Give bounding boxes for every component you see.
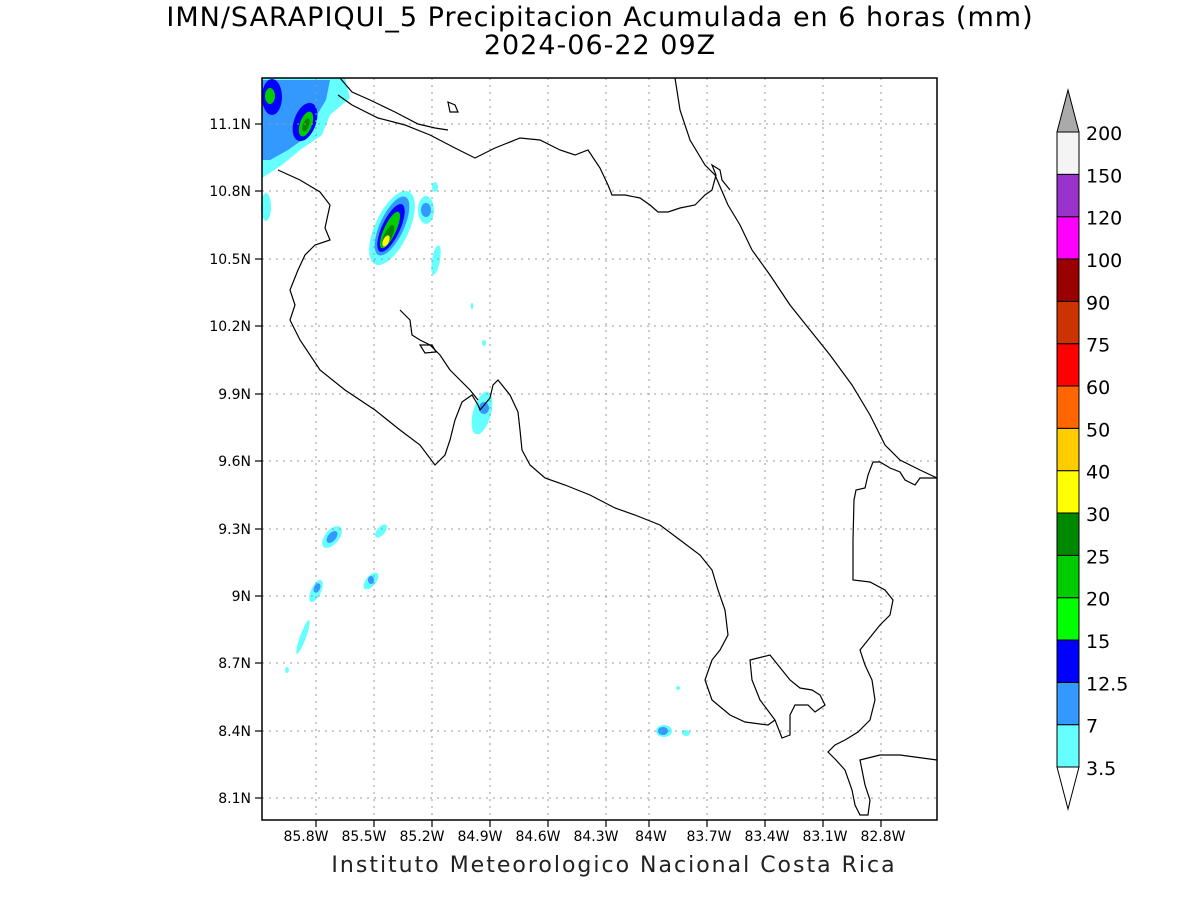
colorbar-swatch (1056, 427, 1080, 472)
colorbar-swatch (1056, 681, 1080, 726)
colorbar-label: 120 (1086, 208, 1122, 230)
lon-label: 85.2W (399, 829, 444, 845)
axis-ticks (255, 123, 882, 827)
lon-label: 83.7W (686, 829, 731, 845)
colorbar-swatch (1056, 597, 1080, 641)
colorbar-under-arrow (1056, 766, 1080, 811)
colorbar-swatch (1056, 470, 1080, 514)
colorbar-swatch (1056, 639, 1080, 683)
lat-label: 10.2N (209, 319, 251, 335)
lat-label: 10.5N (209, 252, 251, 268)
colorbar-label: 90 (1086, 292, 1110, 314)
lon-label: 84W (635, 829, 667, 845)
lat-label: 8.1N (218, 791, 251, 807)
lat-label: 8.4N (218, 724, 251, 740)
precipitation-layer (261, 78, 690, 737)
footer-credit: Instituto Meteorologico Nacional Costa R… (331, 853, 897, 878)
colorbar-label: 60 (1086, 377, 1110, 399)
lat-label: 9.6N (218, 454, 251, 470)
colorbar-label: 50 (1086, 419, 1110, 441)
lat-label: 11.1N (209, 117, 251, 133)
lon-label: 83.4W (744, 829, 789, 845)
map-frame (261, 77, 938, 821)
colorbar-swatch (1056, 216, 1080, 260)
colorbar-label: 20 (1086, 589, 1110, 611)
lon-label: 84.6W (515, 829, 560, 845)
colorbar-label: 100 (1086, 250, 1122, 272)
colorbar-swatch (1056, 343, 1080, 387)
colorbar-swatch (1056, 258, 1080, 302)
lat-label: 9.3N (218, 522, 251, 538)
lat-label: 10.8N (209, 184, 251, 200)
colorbar-swatch (1056, 724, 1080, 768)
colorbar-swatch (1056, 512, 1080, 556)
colorbar-label: 3.5 (1086, 758, 1116, 780)
lon-label: 84.9W (457, 829, 502, 845)
colorbar-swatch (1056, 300, 1080, 345)
lon-label: 83.1W (802, 829, 847, 845)
lat-label: 9N (232, 589, 251, 605)
colorbar-label: 15 (1086, 631, 1110, 653)
colorbar-label: 30 (1086, 504, 1110, 526)
colorbar-over-arrow (1056, 88, 1080, 133)
lat-label: 9.9N (218, 387, 251, 403)
lon-label: 85.8W (283, 829, 328, 845)
lat-label: 8.7N (218, 656, 251, 672)
lon-label: 82.8W (860, 829, 905, 845)
graticule (262, 78, 937, 820)
coastline (277, 77, 938, 816)
colorbar-swatch (1056, 173, 1080, 218)
colorbar-label: 40 (1086, 462, 1110, 484)
colorbar-label: 75 (1086, 335, 1110, 357)
colorbar-label: 25 (1086, 546, 1110, 568)
colorbar-label: 7 (1086, 716, 1098, 738)
colorbar: 3.5 7 12.5 15 20 25 30 40 50 60 75 90 100 120 150 200 (1056, 88, 1128, 811)
colorbar-swatch (1056, 131, 1080, 175)
colorbar-label: 150 (1086, 165, 1122, 187)
colorbar-swatch (1056, 385, 1080, 429)
colorbar-label: 12.5 (1086, 673, 1128, 695)
map-title: IMN/SARAPIQUI_5 Precipitacion Acumulada … (166, 2, 1034, 33)
colorbar-label: 200 (1086, 123, 1122, 145)
lon-label: 84.3W (573, 829, 618, 845)
lon-label: 85.5W (341, 829, 386, 845)
colorbar-swatch (1056, 554, 1080, 599)
map-datetime: 2024-06-22 09Z (483, 30, 717, 61)
